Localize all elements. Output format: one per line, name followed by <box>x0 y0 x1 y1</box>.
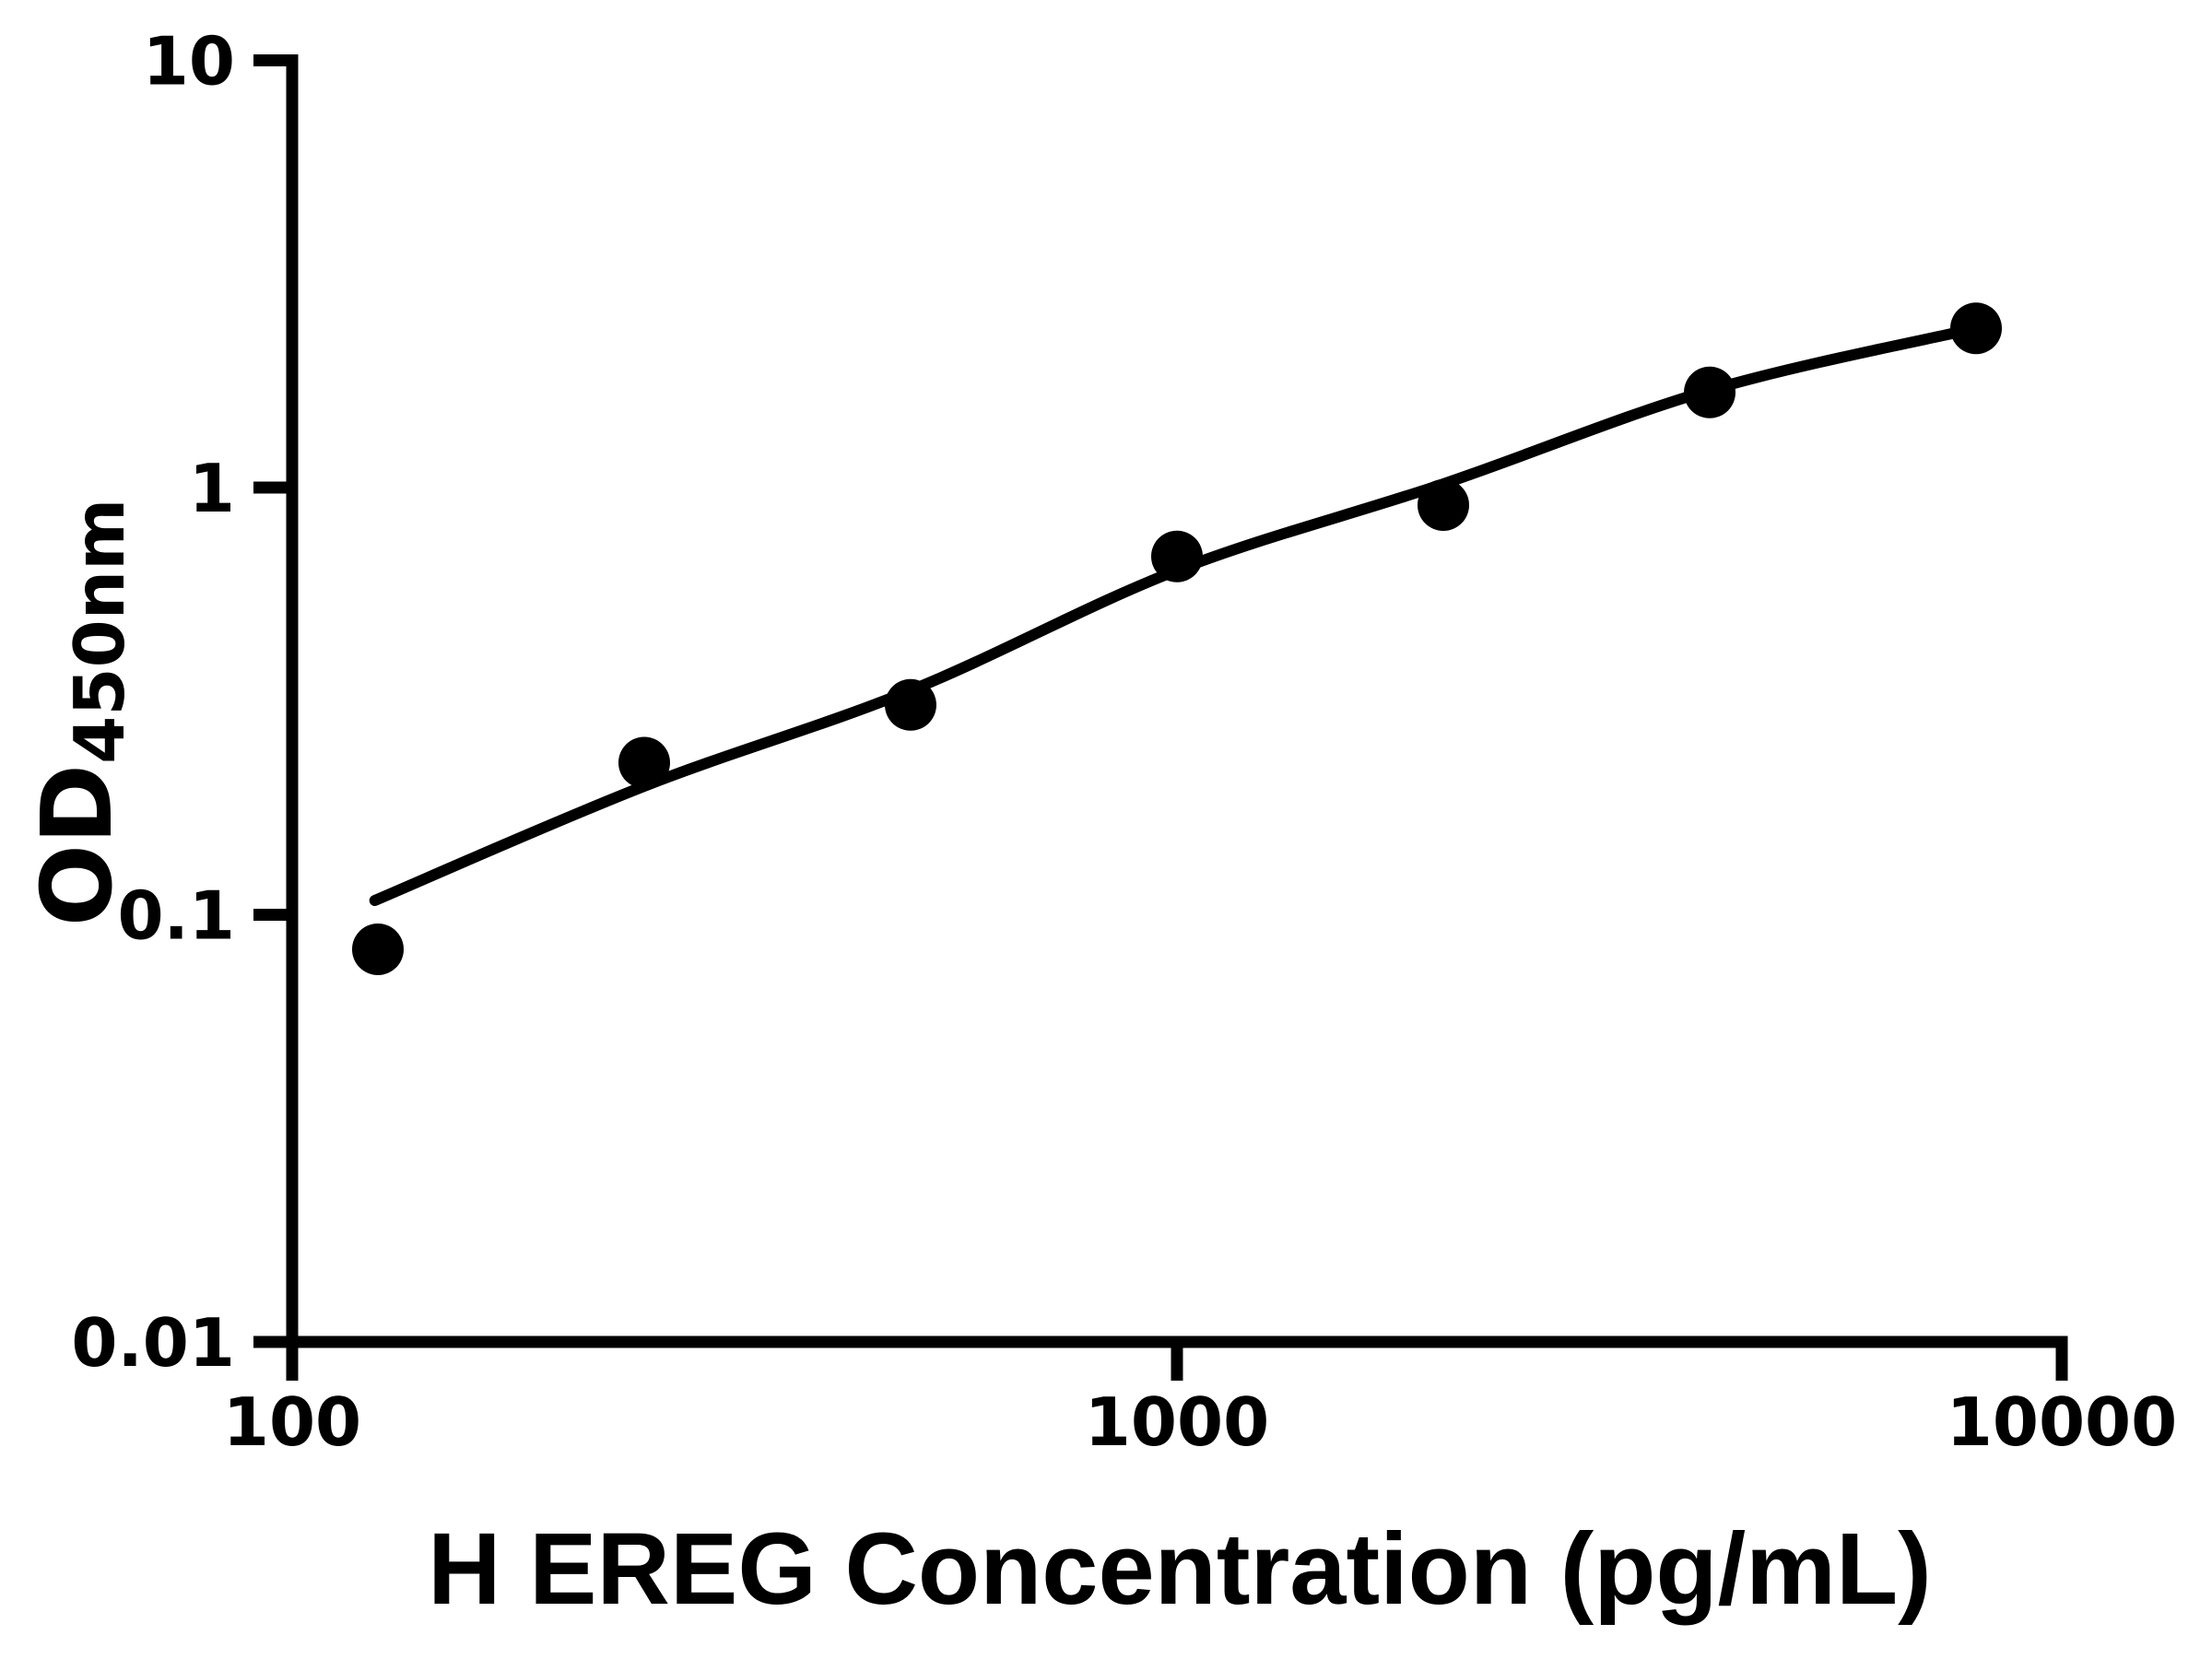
data-point <box>352 924 404 975</box>
y-tick-label: 0.1 <box>117 877 235 955</box>
y-axis-title-subscript: 450nm <box>59 499 140 764</box>
data-point <box>1684 366 1735 418</box>
y-axis-title: OD450nm <box>21 499 140 927</box>
x-tick-label: 10000 <box>1947 1383 2178 1461</box>
data-points <box>352 302 2002 975</box>
fit-curve <box>369 323 1982 906</box>
axes <box>253 54 2068 1381</box>
data-point <box>885 678 936 731</box>
x-axis-title: H EREG Concentration (pg/mL) <box>428 1512 1932 1626</box>
y-tick-label: 10 <box>143 23 235 100</box>
y-tick-label: 1 <box>189 450 235 527</box>
y-axis-title-main: OD <box>21 764 134 926</box>
x-tick-label: 100 <box>223 1383 361 1461</box>
data-point <box>1418 479 1469 531</box>
data-point <box>1950 302 2002 355</box>
data-point <box>1151 530 1203 582</box>
fit-curve-path <box>369 323 1982 906</box>
x-tick-label: 1000 <box>1085 1383 1269 1461</box>
data-point <box>618 736 670 789</box>
y-tick-label: 0.01 <box>71 1304 235 1382</box>
axis-spines <box>286 54 2068 1348</box>
